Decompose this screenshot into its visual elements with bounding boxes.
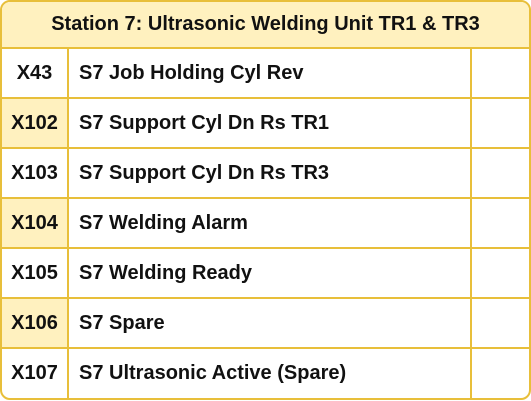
table-row: X106 S7 Spare <box>2 299 529 349</box>
description-cell: S7 Welding Alarm <box>69 199 472 247</box>
extra-cell <box>472 99 529 147</box>
address-cell: X106 <box>2 299 69 347</box>
address-cell: X102 <box>2 99 69 147</box>
address-cell: X43 <box>2 49 69 97</box>
description-cell: S7 Support Cyl Dn Rs TR3 <box>69 149 472 197</box>
extra-cell <box>472 299 529 347</box>
description-cell: S7 Job Holding Cyl Rev <box>69 49 472 97</box>
table-row: X107 S7 Ultrasonic Active (Spare) <box>2 349 529 398</box>
extra-cell <box>472 249 529 297</box>
description-cell: S7 Support Cyl Dn Rs TR1 <box>69 99 472 147</box>
extra-cell <box>472 199 529 247</box>
table-rows: X43 S7 Job Holding Cyl Rev X102 S7 Suppo… <box>2 49 529 398</box>
extra-cell <box>472 349 529 398</box>
table-row: X102 S7 Support Cyl Dn Rs TR1 <box>2 99 529 149</box>
table-row: X104 S7 Welding Alarm <box>2 199 529 249</box>
address-cell: X105 <box>2 249 69 297</box>
description-cell: S7 Welding Ready <box>69 249 472 297</box>
table-title: Station 7: Ultrasonic Welding Unit TR1 &… <box>2 2 529 49</box>
extra-cell <box>472 49 529 97</box>
address-cell: X103 <box>2 149 69 197</box>
extra-cell <box>472 149 529 197</box>
address-cell: X107 <box>2 349 69 398</box>
description-cell: S7 Ultrasonic Active (Spare) <box>69 349 472 398</box>
address-cell: X104 <box>2 199 69 247</box>
description-cell: S7 Spare <box>69 299 472 347</box>
table-row: X43 S7 Job Holding Cyl Rev <box>2 49 529 99</box>
table-row: X103 S7 Support Cyl Dn Rs TR3 <box>2 149 529 199</box>
table-row: X105 S7 Welding Ready <box>2 249 529 299</box>
